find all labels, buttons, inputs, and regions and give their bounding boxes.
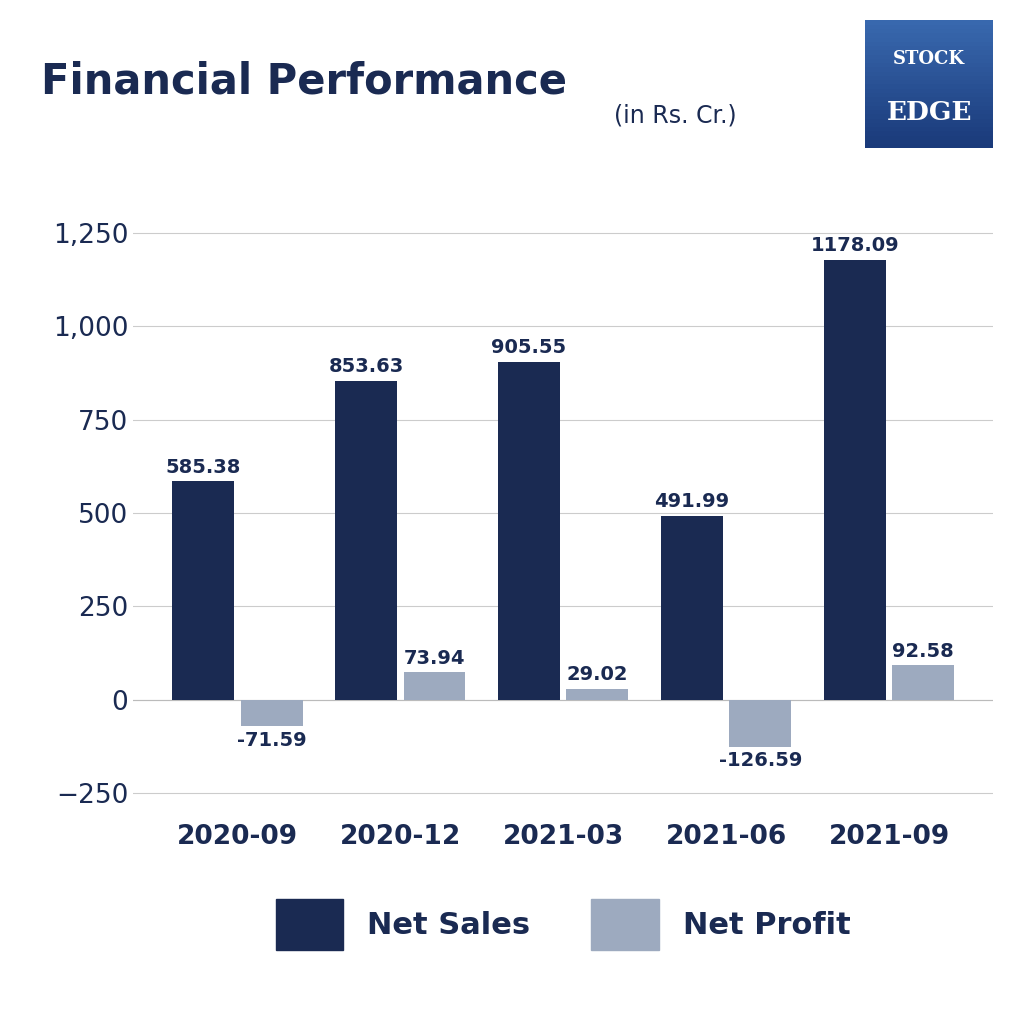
Text: -71.59: -71.59 bbox=[237, 731, 306, 750]
Bar bbox=[865, 127, 993, 131]
Bar bbox=[335, 381, 397, 699]
Text: -126.59: -126.59 bbox=[719, 752, 802, 770]
Bar bbox=[892, 666, 954, 699]
Bar bbox=[865, 58, 993, 63]
Text: 92.58: 92.58 bbox=[892, 642, 954, 660]
Text: 491.99: 491.99 bbox=[654, 493, 729, 511]
Bar bbox=[824, 260, 886, 699]
Text: (in Rs. Cr.): (in Rs. Cr.) bbox=[614, 104, 737, 128]
Bar bbox=[172, 481, 234, 699]
Text: 905.55: 905.55 bbox=[492, 338, 566, 357]
Bar bbox=[566, 689, 629, 699]
Bar bbox=[865, 119, 993, 123]
Bar bbox=[865, 72, 993, 76]
Bar bbox=[865, 115, 993, 119]
Bar bbox=[660, 516, 723, 699]
Bar bbox=[498, 361, 560, 699]
Bar bbox=[865, 101, 993, 105]
Bar bbox=[865, 123, 993, 127]
Bar bbox=[865, 50, 993, 54]
Bar bbox=[865, 131, 993, 136]
Bar bbox=[729, 699, 792, 746]
Text: Financial Performance: Financial Performance bbox=[41, 60, 567, 102]
Text: 853.63: 853.63 bbox=[329, 357, 403, 377]
Bar bbox=[865, 97, 993, 101]
Bar bbox=[865, 63, 993, 68]
Bar bbox=[403, 672, 466, 699]
Bar bbox=[865, 33, 993, 38]
Bar bbox=[865, 20, 993, 25]
Text: 1178.09: 1178.09 bbox=[810, 237, 899, 255]
Bar bbox=[865, 80, 993, 85]
Bar bbox=[865, 68, 993, 72]
Bar bbox=[865, 105, 993, 111]
Bar bbox=[865, 85, 993, 89]
Bar bbox=[865, 111, 993, 115]
Bar bbox=[865, 38, 993, 42]
Bar bbox=[865, 54, 993, 58]
Bar bbox=[865, 29, 993, 33]
Bar bbox=[865, 140, 993, 144]
Text: 73.94: 73.94 bbox=[403, 648, 465, 668]
Bar bbox=[865, 136, 993, 140]
Bar bbox=[865, 93, 993, 97]
Bar bbox=[865, 76, 993, 80]
Text: STOCK: STOCK bbox=[893, 50, 966, 68]
Legend: Net Sales, Net Profit: Net Sales, Net Profit bbox=[263, 887, 863, 963]
Bar bbox=[865, 42, 993, 46]
Text: 29.02: 29.02 bbox=[566, 666, 628, 684]
Bar bbox=[865, 46, 993, 50]
Text: 585.38: 585.38 bbox=[166, 458, 241, 476]
Bar bbox=[865, 25, 993, 29]
Bar bbox=[865, 89, 993, 93]
Bar bbox=[241, 699, 302, 726]
Bar bbox=[865, 144, 993, 148]
Text: EDGE: EDGE bbox=[887, 100, 972, 125]
